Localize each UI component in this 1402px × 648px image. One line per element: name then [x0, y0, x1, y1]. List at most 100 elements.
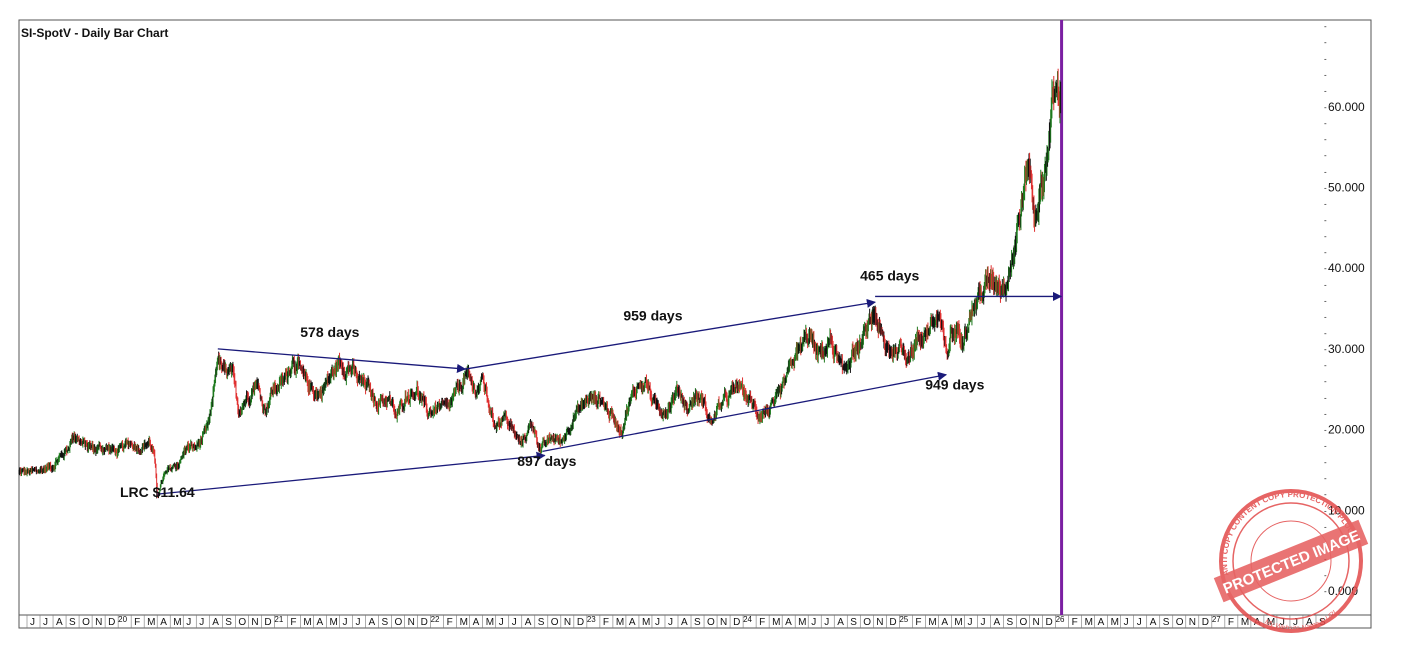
y-minor-tick: -	[1324, 119, 1327, 128]
plot-frame	[18, 19, 1372, 629]
y-minor-tick: -	[1324, 587, 1327, 596]
x-tick-label: 21	[274, 615, 283, 624]
y-minor-tick: -	[1324, 71, 1327, 80]
x-tick-label: S	[225, 617, 232, 628]
stamp-band	[1213, 519, 1369, 603]
x-tick-label: M	[460, 617, 468, 628]
y-tick-label: 40.000	[1328, 261, 1365, 275]
x-tick-label: M	[1267, 617, 1275, 628]
x-tick-label: F	[290, 617, 296, 628]
y-minor-tick: -	[1324, 216, 1327, 225]
y-minor-tick: -	[1324, 264, 1327, 273]
x-tick-label: O	[551, 617, 559, 628]
x-tick-label: J	[512, 617, 517, 628]
trend-arrow	[157, 451, 546, 495]
x-tick-label: 26	[1056, 615, 1065, 624]
x-tick-label: N	[720, 617, 727, 628]
x-tick-label: A	[993, 617, 1000, 628]
x-tick-label: A	[212, 617, 219, 628]
x-tick-label: S	[694, 617, 701, 628]
x-tick-label: M	[928, 617, 936, 628]
y-minor-tick: -	[1324, 151, 1327, 160]
y-minor-tick: -	[1324, 474, 1327, 483]
x-tick-label: J	[356, 617, 361, 628]
x-tick-label: A	[160, 617, 167, 628]
x-tick-label: J	[342, 617, 347, 628]
x-tick-label: 22	[431, 615, 440, 624]
y-minor-tick: -	[1324, 506, 1327, 515]
x-tick-label: M	[1241, 617, 1249, 628]
trend-arrow	[542, 371, 948, 453]
y-minor-tick: -	[1324, 329, 1327, 338]
x-tick-label: A	[473, 617, 480, 628]
y-minor-tick: -	[1324, 571, 1327, 580]
x-tick-label: N	[1033, 617, 1040, 628]
y-tick-label: 50.000	[1328, 181, 1365, 195]
x-tick-label: J	[186, 617, 191, 628]
annotation-label: 465 days	[860, 267, 919, 283]
x-tick-label: F	[1072, 617, 1078, 628]
y-minor-tick: -	[1324, 135, 1327, 144]
y-minor-tick: -	[1324, 87, 1327, 96]
bars-layer	[18, 68, 1062, 499]
x-tick-label: D	[1202, 617, 1209, 628]
x-tick-label: M	[642, 617, 650, 628]
x-tick-label: A	[941, 617, 948, 628]
x-tick-label: M	[486, 617, 494, 628]
x-tick-label: F	[134, 617, 140, 628]
y-minor-tick: -	[1324, 54, 1327, 63]
x-tick-label: J	[199, 617, 204, 628]
y-minor-tick: -	[1324, 232, 1327, 241]
x-tick-label: A	[681, 617, 688, 628]
x-tick-label: D	[733, 617, 740, 628]
x-tick-label: J	[655, 617, 660, 628]
y-minor-tick: -	[1324, 393, 1327, 402]
x-tick-label: J	[811, 617, 816, 628]
x-tick-label: N	[408, 617, 415, 628]
y-minor-tick: -	[1324, 38, 1327, 47]
x-tick-label: S	[850, 617, 857, 628]
x-tick-label: M	[616, 617, 624, 628]
y-minor-tick: -	[1324, 426, 1327, 435]
x-tick-label: F	[759, 617, 765, 628]
x-tick-label: O	[1176, 617, 1184, 628]
y-minor-tick: -	[1324, 522, 1327, 531]
annotation-label: LRC $11.64	[120, 484, 195, 500]
x-tick-label: A	[785, 617, 792, 628]
x-tick-label: F	[447, 617, 453, 628]
y-minor-tick: -	[1324, 458, 1327, 467]
x-tick-label: J	[1137, 617, 1142, 628]
x-tick-label: D	[421, 617, 428, 628]
x-tick-label: D	[889, 617, 896, 628]
x-tick-label: N	[564, 617, 571, 628]
grid-layer	[18, 19, 1372, 629]
x-tick-label: O	[238, 617, 246, 628]
x-tick-label: M	[1111, 617, 1119, 628]
x-tick-label: M	[954, 617, 962, 628]
y-minor-tick: -	[1324, 280, 1327, 289]
x-tick-label: M	[329, 617, 337, 628]
y-tick-label: 30.000	[1328, 342, 1365, 356]
chart-title: SI-SpotV - Daily Bar Chart	[21, 26, 168, 40]
x-tick-label: O	[82, 617, 90, 628]
x-tick-label: O	[1020, 617, 1028, 628]
x-tick-label: N	[251, 617, 258, 628]
x-tick-label: O	[395, 617, 403, 628]
x-tick-label: J	[1293, 617, 1298, 628]
x-tick-label: N	[876, 617, 883, 628]
x-tick-label: M	[147, 617, 155, 628]
x-tick-label: D	[264, 617, 271, 628]
y-minor-tick: -	[1324, 167, 1327, 176]
x-tick-label: J	[1124, 617, 1129, 628]
x-tick-label: J	[967, 617, 972, 628]
x-tick-label: J	[43, 617, 48, 628]
x-tick-label: 20	[118, 615, 127, 624]
x-tick-label: 23	[587, 615, 596, 624]
y-tick-label: 60.000	[1328, 100, 1365, 114]
x-tick-label: O	[707, 617, 715, 628]
x-tick-label: F	[915, 617, 921, 628]
x-tick-label: J	[980, 617, 985, 628]
x-tick-label: S	[382, 617, 389, 628]
trend-arrow	[217, 348, 467, 373]
